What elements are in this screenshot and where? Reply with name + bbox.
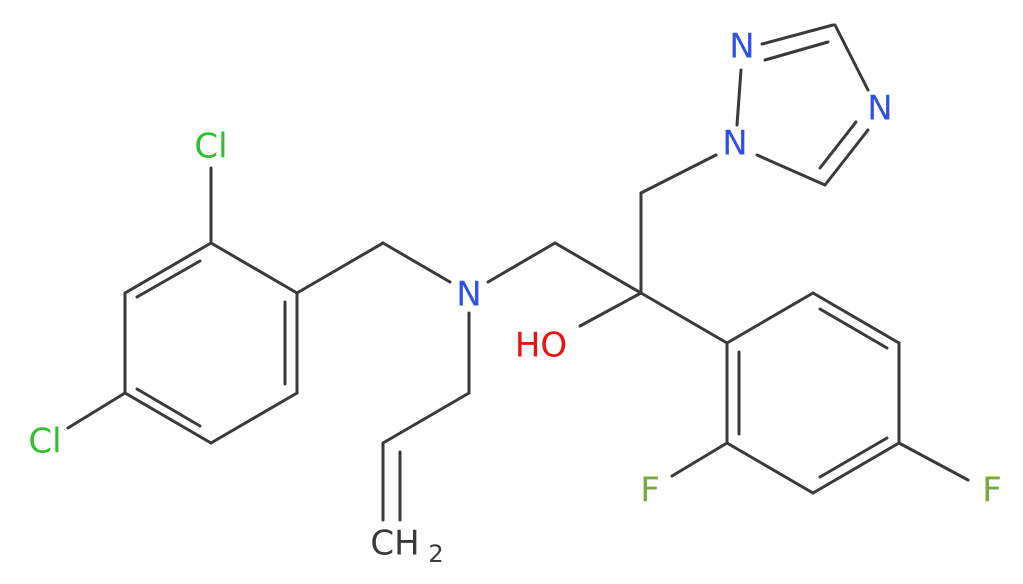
atom-label: Cl [28,422,61,462]
atom-subscript: 2 [428,540,443,568]
atom-label: N [456,275,481,315]
atom-label: HO [515,326,567,366]
atom-label: N [867,89,892,129]
atom-label: N [729,27,754,67]
atom-label: N [722,124,747,164]
bonds [66,23,970,522]
atom-label: CH [370,524,419,564]
atom-label: F [640,471,660,511]
atom-label: F [982,471,1002,511]
atom-label: Cl [194,127,227,167]
